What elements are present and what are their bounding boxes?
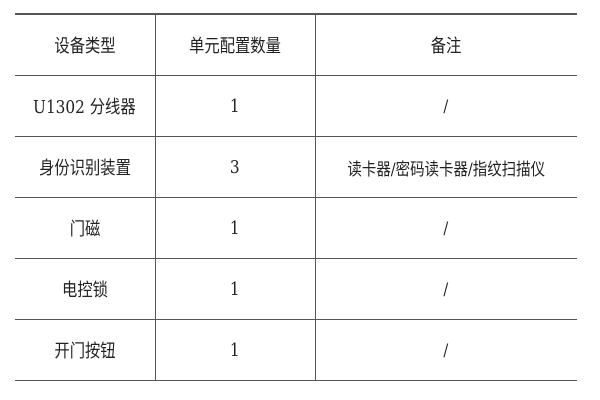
header-text: 单元配置数量 [189, 36, 281, 57]
cell-text: 电控锁 [61, 280, 108, 301]
header-device-type: 设备类型 [15, 13, 156, 76]
cell-text: 身份识别装置 [38, 158, 131, 179]
header-text: 备注 [430, 36, 462, 57]
cell-text: 1 [230, 339, 240, 361]
table-row: 门磁 1 / [15, 197, 577, 259]
table-row: 电控锁 1 / [15, 258, 577, 320]
cell-text: 门磁 [69, 219, 101, 240]
cell-text: 1 [230, 95, 240, 117]
cell-text: 开门按钮 [54, 341, 116, 362]
cell-remarks: / [315, 197, 577, 259]
cell-remarks: / [315, 319, 577, 381]
header-text: 设备类型 [54, 36, 116, 57]
cell-quantity: 1 [155, 258, 316, 320]
cell-text: / [443, 218, 449, 239]
cell-remarks: / [315, 75, 577, 137]
table-header-row: 设备类型 单元配置数量 备注 [15, 13, 577, 76]
header-unit-quantity: 单元配置数量 [155, 13, 316, 76]
cell-quantity: 3 [155, 136, 316, 198]
cell-device-type: 电控锁 [15, 258, 156, 320]
cell-text: / [443, 340, 449, 361]
equipment-table: 设备类型 单元配置数量 备注 U1302 分线器 1 / 身份识别装置 3 读卡… [15, 13, 577, 381]
cell-remarks: 读卡器/密码读卡器/指纹扫描仪 [315, 136, 577, 198]
cell-quantity: 1 [155, 75, 316, 137]
cell-text: 1 [230, 217, 240, 239]
table-row: 开门按钮 1 / [15, 319, 577, 381]
cell-text: / [443, 96, 449, 117]
cell-device-type: 开门按钮 [15, 319, 156, 381]
cell-quantity: 1 [155, 197, 316, 259]
cell-text: 读卡器/密码读卡器/指纹扫描仪 [347, 159, 546, 180]
cell-device-type: 身份识别装置 [15, 136, 156, 198]
header-remarks: 备注 [315, 13, 577, 76]
table-row: U1302 分线器 1 / [15, 75, 577, 137]
cell-device-type: U1302 分线器 [15, 75, 156, 137]
cell-remarks: / [315, 258, 577, 320]
cell-text: / [443, 279, 449, 300]
cell-text: 1 [230, 278, 240, 300]
cell-quantity: 1 [155, 319, 316, 381]
table-row: 身份识别装置 3 读卡器/密码读卡器/指纹扫描仪 [15, 136, 577, 198]
cell-text: U1302 分线器 [33, 97, 137, 118]
cell-device-type: 门磁 [15, 197, 156, 259]
cell-text: 3 [230, 156, 240, 178]
